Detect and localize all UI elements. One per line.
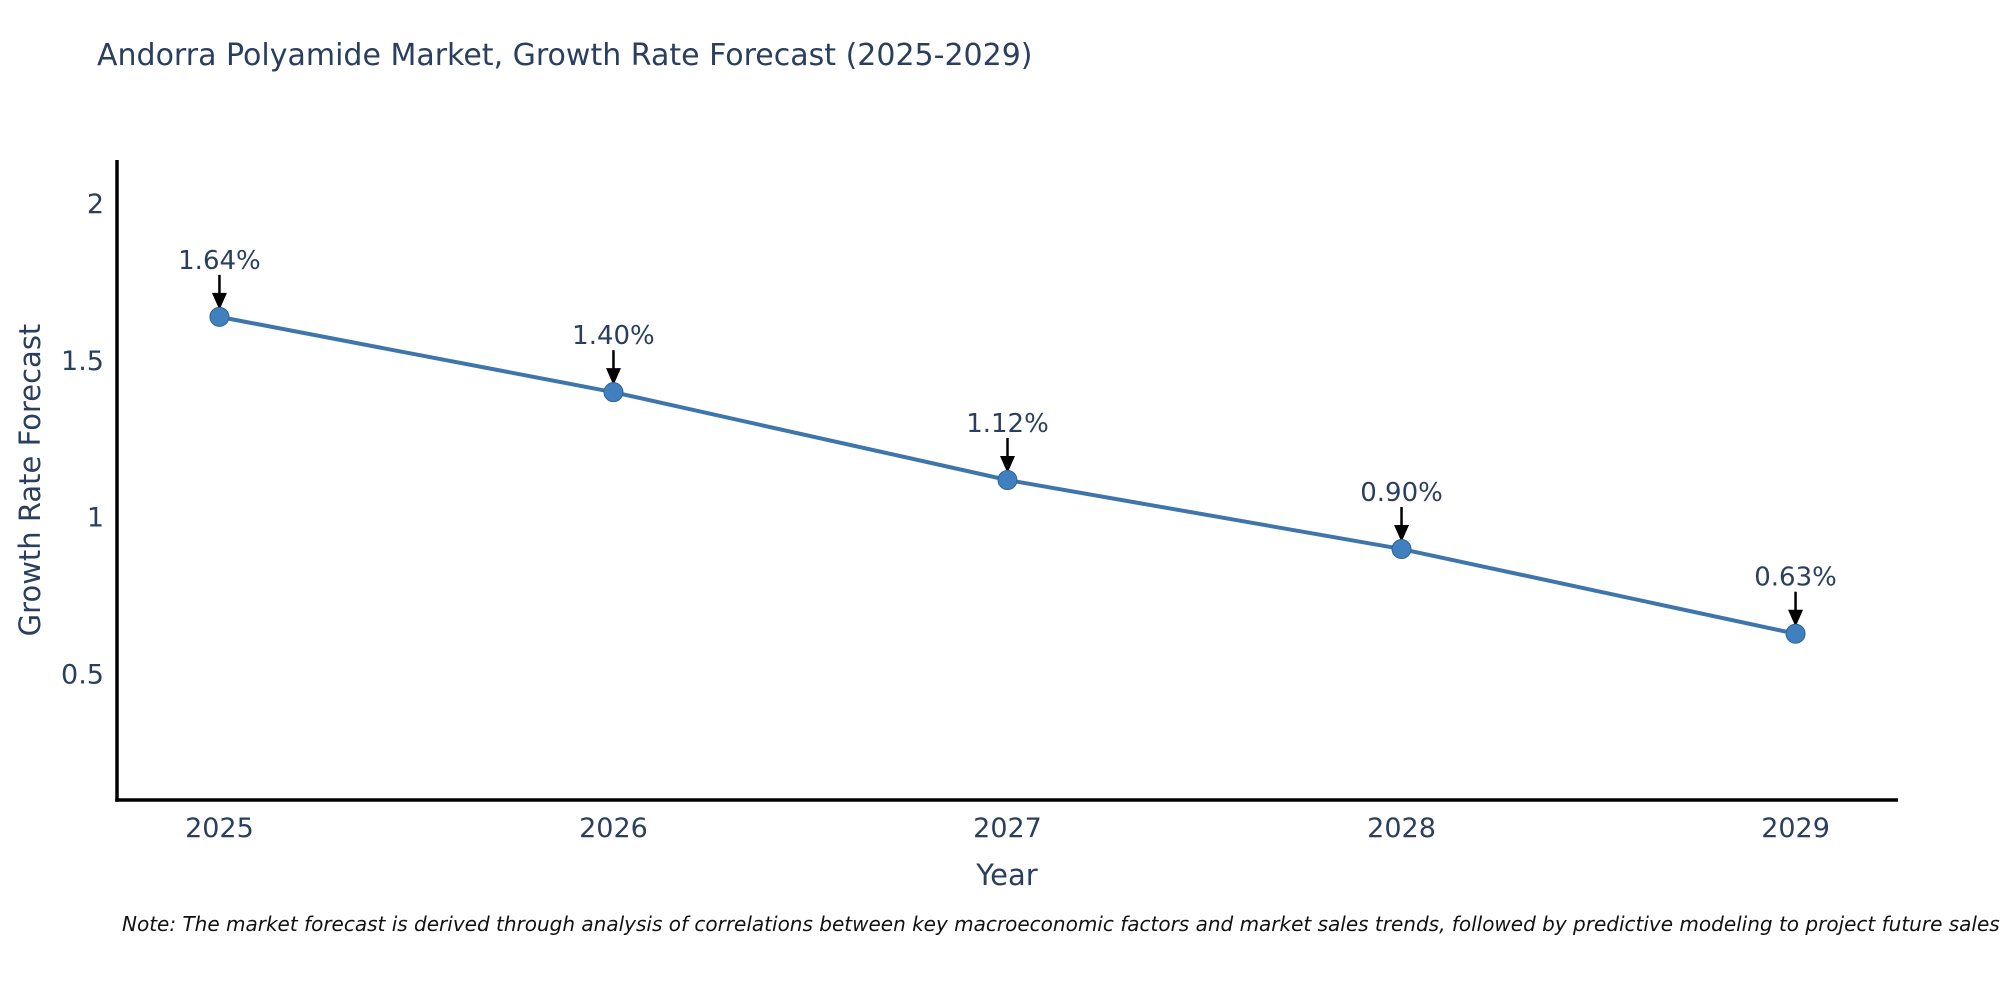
y-tick-label: 1.5 [61, 346, 104, 377]
point-annotation-label: 0.90% [1360, 478, 1443, 508]
y-tick-label: 0.5 [61, 660, 104, 691]
y-tick-label: 2 [87, 189, 104, 220]
x-axis-title: Year [976, 858, 1038, 892]
x-tick-label: 2025 [185, 813, 254, 844]
annotation-arrow-head-icon [605, 368, 621, 386]
annotation-arrow-head-icon [211, 292, 227, 310]
data-point-marker[interactable] [1785, 623, 1806, 644]
x-tick-label: 2029 [1761, 813, 1830, 844]
data-point-marker[interactable] [997, 470, 1018, 490]
point-annotation-label: 1.64% [178, 246, 261, 276]
annotation-arrow-head-icon [1788, 609, 1804, 627]
chart-title: Andorra Polyamide Market, Growth Rate Fo… [97, 38, 1033, 73]
footnote: Note: The market forecast is derived thr… [122, 912, 2000, 936]
annotation-arrow-head-icon [1000, 456, 1015, 473]
point-annotation-label: 0.63% [1754, 563, 1837, 593]
x-tick-label: 2027 [973, 813, 1042, 844]
x-tick-label: 2026 [579, 813, 648, 844]
data-point-marker[interactable] [1391, 539, 1412, 560]
point-annotation-label: 1.12% [966, 409, 1049, 439]
point-annotation-label: 1.40% [572, 321, 655, 351]
annotation-arrow-head-icon [1394, 525, 1410, 543]
data-point-marker[interactable] [603, 382, 624, 403]
x-tick-label: 2028 [1367, 813, 1436, 844]
y-axis-title: Growth Rate Forecast [13, 323, 47, 637]
y-tick-label: 1 [87, 503, 104, 534]
data-point-marker[interactable] [209, 306, 230, 327]
